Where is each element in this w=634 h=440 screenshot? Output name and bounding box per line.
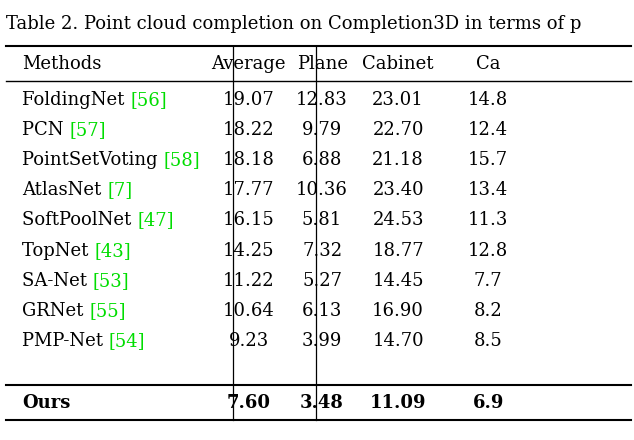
Text: 3.99: 3.99 <box>302 332 342 350</box>
Text: 18.77: 18.77 <box>372 242 424 260</box>
Text: 3.48: 3.48 <box>300 394 344 411</box>
Text: [43]: [43] <box>94 242 131 260</box>
Text: PMP-Net: PMP-Net <box>22 332 109 350</box>
Text: [55]: [55] <box>89 302 126 320</box>
Text: 11.09: 11.09 <box>370 394 427 411</box>
Text: [53]: [53] <box>93 272 129 290</box>
Text: 21.18: 21.18 <box>372 151 424 169</box>
Text: [57]: [57] <box>70 121 106 139</box>
Text: 7.60: 7.60 <box>226 394 271 411</box>
Text: 5.27: 5.27 <box>302 272 342 290</box>
Text: 14.8: 14.8 <box>468 91 508 109</box>
Text: [54]: [54] <box>109 332 145 350</box>
Text: Plane: Plane <box>297 55 347 73</box>
Text: Ca: Ca <box>476 55 500 73</box>
Text: 7.7: 7.7 <box>474 272 503 290</box>
Text: 15.7: 15.7 <box>468 151 508 169</box>
Text: 17.77: 17.77 <box>223 181 275 199</box>
Text: FoldingNet: FoldingNet <box>22 91 131 109</box>
Text: 11.3: 11.3 <box>468 212 508 229</box>
Text: Methods: Methods <box>22 55 101 73</box>
Text: 22.70: 22.70 <box>372 121 424 139</box>
Text: PCN: PCN <box>22 121 70 139</box>
Text: 12.83: 12.83 <box>296 91 348 109</box>
Text: 9.23: 9.23 <box>228 332 269 350</box>
Text: 24.53: 24.53 <box>372 212 424 229</box>
Text: 6.9: 6.9 <box>472 394 504 411</box>
Text: 6.13: 6.13 <box>302 302 342 320</box>
Text: 18.18: 18.18 <box>223 151 275 169</box>
Text: [56]: [56] <box>131 91 167 109</box>
Text: Ours: Ours <box>22 394 70 411</box>
Text: SoftPoolNet: SoftPoolNet <box>22 212 137 229</box>
Text: Table 2. Point cloud completion on Completion3D in terms of p: Table 2. Point cloud completion on Compl… <box>6 15 582 33</box>
Text: AtlasNet: AtlasNet <box>22 181 107 199</box>
Text: [7]: [7] <box>107 181 133 199</box>
Text: 14.25: 14.25 <box>223 242 275 260</box>
Text: 19.07: 19.07 <box>223 91 275 109</box>
Text: 23.01: 23.01 <box>372 91 424 109</box>
Text: 8.5: 8.5 <box>474 332 503 350</box>
Text: TopNet: TopNet <box>22 242 94 260</box>
Text: 6.88: 6.88 <box>302 151 342 169</box>
Text: 8.2: 8.2 <box>474 302 503 320</box>
Text: Cabinet: Cabinet <box>363 55 434 73</box>
Text: 18.22: 18.22 <box>223 121 275 139</box>
Text: 14.45: 14.45 <box>372 272 424 290</box>
Text: 11.22: 11.22 <box>223 272 275 290</box>
Text: Average: Average <box>211 55 286 73</box>
Text: 16.90: 16.90 <box>372 302 424 320</box>
Text: PointSetVoting: PointSetVoting <box>22 151 164 169</box>
Text: SA-Net: SA-Net <box>22 272 93 290</box>
Text: 7.32: 7.32 <box>302 242 342 260</box>
Text: 9.79: 9.79 <box>302 121 342 139</box>
Text: 5.81: 5.81 <box>302 212 342 229</box>
Text: GRNet: GRNet <box>22 302 89 320</box>
Text: 16.15: 16.15 <box>223 212 275 229</box>
Text: 10.64: 10.64 <box>223 302 275 320</box>
Text: 10.36: 10.36 <box>296 181 348 199</box>
Text: [58]: [58] <box>164 151 200 169</box>
Text: [47]: [47] <box>137 212 174 229</box>
Text: 12.4: 12.4 <box>468 121 508 139</box>
Text: 13.4: 13.4 <box>468 181 508 199</box>
Text: 23.40: 23.40 <box>372 181 424 199</box>
Text: 14.70: 14.70 <box>372 332 424 350</box>
Text: 12.8: 12.8 <box>468 242 508 260</box>
